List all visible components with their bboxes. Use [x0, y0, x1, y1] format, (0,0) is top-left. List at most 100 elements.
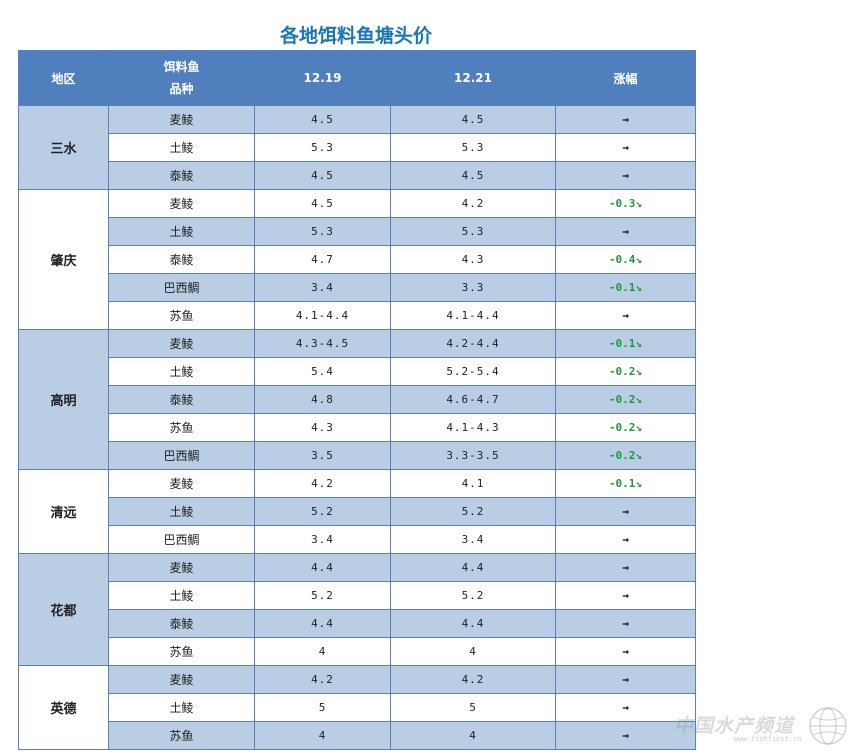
table-row: 高明 麦鲮 4.3-4.5 4.2-4.4 -0.1↘ — [18, 329, 696, 470]
header-species-line1: 饵料鱼 — [163, 60, 200, 74]
price-date2-cell: 3.4 — [390, 525, 556, 554]
change-cell: -0.2↘ — [555, 357, 696, 386]
change-cell: → — [555, 497, 696, 526]
region-cell: 花都 — [18, 553, 109, 666]
price-date2-cell: 4.1 — [390, 469, 556, 498]
price-date1-cell: 5.3 — [254, 217, 391, 246]
table-row: 泰鲮 4.4 4.4 → — [19, 609, 696, 638]
price-date2-cell: 4 — [390, 637, 556, 666]
change-cell: → — [555, 525, 696, 554]
species-cell: 土鲮 — [108, 497, 255, 526]
watermark-text: 中国水产频道 — [674, 715, 795, 737]
price-date2-cell: 4.4 — [390, 609, 556, 638]
price-date2-cell: 4.1-4.3 — [390, 413, 556, 442]
price-date1-cell: 5.4 — [254, 357, 391, 386]
species-cell: 苏鱼 — [108, 721, 255, 750]
species-cell: 苏鱼 — [108, 637, 255, 666]
price-date2-cell: 4.2-4.4 — [390, 329, 556, 358]
price-date1-cell: 4.5 — [254, 161, 391, 190]
price-date2-cell: 5.2 — [390, 581, 556, 610]
species-cell: 泰鲮 — [108, 245, 255, 274]
table-row: 土鲮 5.4 5.2-5.4 -0.2↘ — [19, 357, 696, 386]
change-cell: -0.4↘ — [555, 245, 696, 274]
change-cell: → — [555, 105, 696, 134]
change-cell: → — [555, 665, 696, 694]
price-table: 地区 饵料鱼 品种 12.19 12.21 涨幅 三水 麦鲮 4.5 4.5 → 土鲮 5.… — [18, 50, 696, 750]
species-cell: 麦鲮 — [108, 469, 255, 498]
price-date1-cell: 4.4 — [254, 609, 391, 638]
price-date2-cell: 4.3 — [390, 245, 556, 274]
header-date1: 12.19 — [254, 50, 391, 106]
watermark: 中国水产频道 www.fishfirst.cn — [674, 705, 849, 745]
species-cell: 土鲮 — [108, 581, 255, 610]
price-date1-cell: 4.2 — [254, 665, 391, 694]
price-date2-cell: 3.3-3.5 — [390, 441, 556, 470]
table-row: 肇庆 麦鲮 4.5 4.2 -0.3↘ — [18, 189, 696, 330]
species-cell: 麦鲮 — [108, 329, 255, 358]
table-row: 泰鲮 4.8 4.6-4.7 -0.2↘ — [19, 385, 696, 414]
header-row: 地区 饵料鱼 品种 12.19 12.21 涨幅 — [18, 50, 696, 106]
change-cell: -0.3↘ — [555, 189, 696, 218]
species-cell: 土鲮 — [108, 357, 255, 386]
change-cell: → — [555, 301, 696, 330]
table-row: 苏鱼 4 4 → — [19, 637, 696, 666]
change-cell: → — [555, 581, 696, 610]
price-date1-cell: 4.2 — [254, 469, 391, 498]
price-date2-cell: 5 — [390, 693, 556, 722]
price-date2-cell: 4.4 — [390, 553, 556, 582]
price-date1-cell: 4.8 — [254, 385, 391, 414]
table-row: 土鲮 5.2 5.2 → — [19, 581, 696, 610]
price-date2-cell: 4 — [390, 721, 556, 750]
table-row: 清远 麦鲮 4.2 4.1 -0.1↘ — [18, 469, 696, 554]
table-row: 三水 麦鲮 4.5 4.5 → — [18, 105, 696, 190]
species-cell: 苏鱼 — [108, 301, 255, 330]
change-cell: → — [555, 553, 696, 582]
price-date2-cell: 5.3 — [390, 133, 556, 162]
change-cell: → — [555, 609, 696, 638]
globe-icon — [809, 707, 847, 745]
region-cell: 清远 — [18, 469, 109, 554]
table-row: 土鲮 5 5 → — [19, 693, 696, 722]
species-cell: 麦鲮 — [108, 189, 255, 218]
price-date1-cell: 4 — [254, 721, 391, 750]
price-date1-cell: 4.1-4.4 — [254, 301, 391, 330]
change-cell: -0.1↘ — [555, 273, 696, 302]
species-cell: 泰鲮 — [108, 609, 255, 638]
species-cell: 土鲮 — [108, 133, 255, 162]
change-cell: → — [555, 721, 696, 750]
watermark-url: www.fishfirst.cn — [734, 735, 802, 743]
price-date1-cell: 4.5 — [254, 105, 391, 134]
species-cell: 泰鲮 — [108, 161, 255, 190]
header-region: 地区 — [18, 50, 109, 106]
header-species-line2: 品种 — [169, 82, 194, 96]
price-date2-cell: 5.3 — [390, 217, 556, 246]
price-date2-cell: 5.2 — [390, 497, 556, 526]
table-row: 泰鲮 4.7 4.3 -0.4↘ — [19, 245, 696, 274]
species-cell: 土鲮 — [108, 217, 255, 246]
page-title: 各地饵料鱼塘头价 — [279, 25, 432, 47]
price-date2-cell: 4.5 — [390, 105, 556, 134]
price-date2-cell: 4.2 — [390, 665, 556, 694]
price-date1-cell: 3.5 — [254, 441, 391, 470]
species-cell: 巴西鲷 — [108, 441, 255, 470]
price-date1-cell: 3.4 — [254, 525, 391, 554]
species-cell: 巴西鲷 — [108, 525, 255, 554]
table-row: 英德 麦鲮 4.2 4.2 → — [18, 665, 696, 750]
change-cell: → — [555, 133, 696, 162]
region-cell: 英德 — [18, 665, 109, 750]
price-date1-cell: 4.3 — [254, 413, 391, 442]
price-date1-cell: 5.3 — [254, 133, 391, 162]
header-change: 涨幅 — [555, 50, 696, 106]
species-cell: 土鲮 — [108, 693, 255, 722]
price-date1-cell: 4.3-4.5 — [254, 329, 391, 358]
table-row: 巴西鲷 3.5 3.3-3.5 -0.2↘ — [19, 441, 696, 470]
region-cell: 肇庆 — [18, 189, 109, 330]
species-cell: 泰鲮 — [108, 385, 255, 414]
change-cell: -0.2↘ — [555, 413, 696, 442]
price-date1-cell: 5.2 — [254, 497, 391, 526]
table-row: 土鲮 5.2 5.2 → — [19, 497, 696, 526]
change-cell: → — [555, 161, 696, 190]
table-row: 土鲮 5.3 5.3 → — [19, 133, 696, 162]
table-row: 巴西鲷 3.4 3.4 → — [19, 525, 696, 554]
region-cell: 三水 — [18, 105, 109, 190]
